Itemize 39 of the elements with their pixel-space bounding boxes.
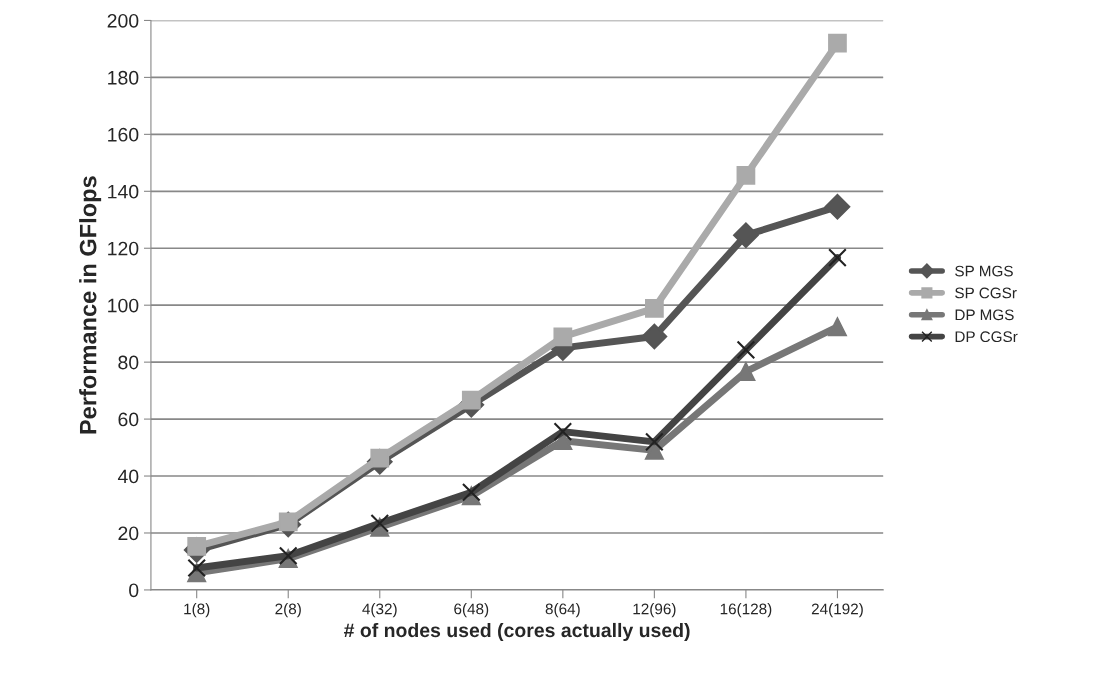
point: [645, 432, 664, 452]
point: [733, 222, 759, 248]
point: [645, 298, 664, 318]
y-tick-label: 0: [129, 583, 139, 598]
x-tick-label: 8(64): [545, 603, 580, 618]
y-tick-label: 200: [107, 13, 139, 28]
legend-label: SP CGSr: [955, 287, 1017, 299]
y-tick-label: 80: [118, 355, 139, 370]
x-axis-title: # of nodes used (cores actually used): [343, 622, 690, 642]
point: [828, 33, 847, 53]
x-tick-label: 12(96): [633, 603, 676, 618]
x-tick-label: 6(48): [454, 603, 489, 618]
y-tick-label: 140: [108, 184, 139, 199]
y-tick-label: 20: [118, 526, 139, 541]
point: [187, 558, 207, 578]
y-tick-label: 100: [108, 298, 139, 313]
y-axis-title: Performance in GFlops: [79, 176, 102, 434]
x-tick-label: 16(128): [720, 603, 772, 618]
point: [736, 340, 756, 360]
x-tick-label: 1(8): [184, 603, 210, 618]
point: [828, 248, 847, 268]
y-tick-label: 40: [117, 469, 139, 484]
point: [553, 327, 573, 347]
point: [736, 165, 756, 185]
y-tick-label: 120: [108, 241, 139, 256]
y-tick-label: 60: [118, 412, 139, 427]
point: [553, 422, 573, 441]
point: [824, 193, 851, 220]
legend-label: DP MGS: [955, 309, 1014, 321]
y-tick-label: 160: [108, 127, 139, 142]
point: [828, 317, 847, 337]
point: [641, 323, 668, 350]
x-tick-label: 24(192): [811, 603, 863, 618]
y-tick-label: 180: [108, 70, 139, 85]
point: [461, 390, 481, 410]
legend-label: DP CGSr: [955, 331, 1018, 343]
x-tick-label: 2(8): [275, 603, 301, 618]
x-tick-label: 4(32): [362, 603, 397, 618]
legend-label: SP MGS: [955, 265, 1013, 277]
